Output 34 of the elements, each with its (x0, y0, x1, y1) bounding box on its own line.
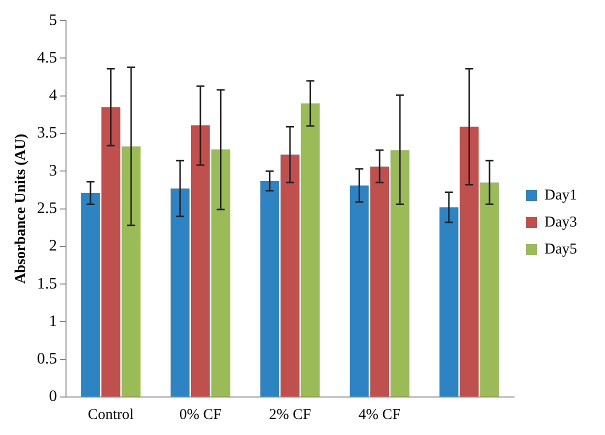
bar (480, 182, 499, 396)
y-tick-label: 5 (49, 12, 57, 29)
x-tick-label: 4% CF (358, 406, 401, 423)
y-tick-label: 3 (49, 162, 57, 180)
bar (260, 180, 280, 396)
y-tick-label: 1.5 (37, 275, 57, 292)
bar (370, 166, 390, 396)
legend-label: Day5 (544, 241, 578, 258)
bar (211, 149, 230, 396)
y-tick-label: 4.5 (37, 49, 57, 66)
x-tick-label: 2% CF (268, 406, 312, 423)
x-tick-label: Control (88, 406, 134, 423)
bar (300, 103, 320, 396)
bar (81, 192, 100, 396)
y-tick-label: 0 (49, 388, 57, 406)
x-tick-label: 0% CF (179, 406, 222, 423)
y-tick-label: 0.5 (37, 350, 57, 368)
bar (460, 126, 479, 396)
bar (101, 107, 120, 396)
legend-label: Day1 (544, 187, 578, 204)
bar (170, 188, 190, 396)
bar (280, 154, 300, 396)
y-tick-label: 2 (49, 238, 57, 255)
y-tick-label: 4 (49, 87, 57, 104)
bar (439, 207, 458, 396)
y-tick-label: 1 (49, 312, 57, 330)
bar (122, 146, 141, 396)
y-tick-label: 2.5 (37, 200, 57, 218)
bar (390, 150, 410, 396)
bar (350, 185, 369, 396)
legend-label: Day3 (544, 214, 578, 230)
y-axis-title: Absorbance Units (AU) (12, 134, 29, 284)
y-tick-label: 3.5 (37, 124, 57, 142)
bar (190, 125, 210, 396)
